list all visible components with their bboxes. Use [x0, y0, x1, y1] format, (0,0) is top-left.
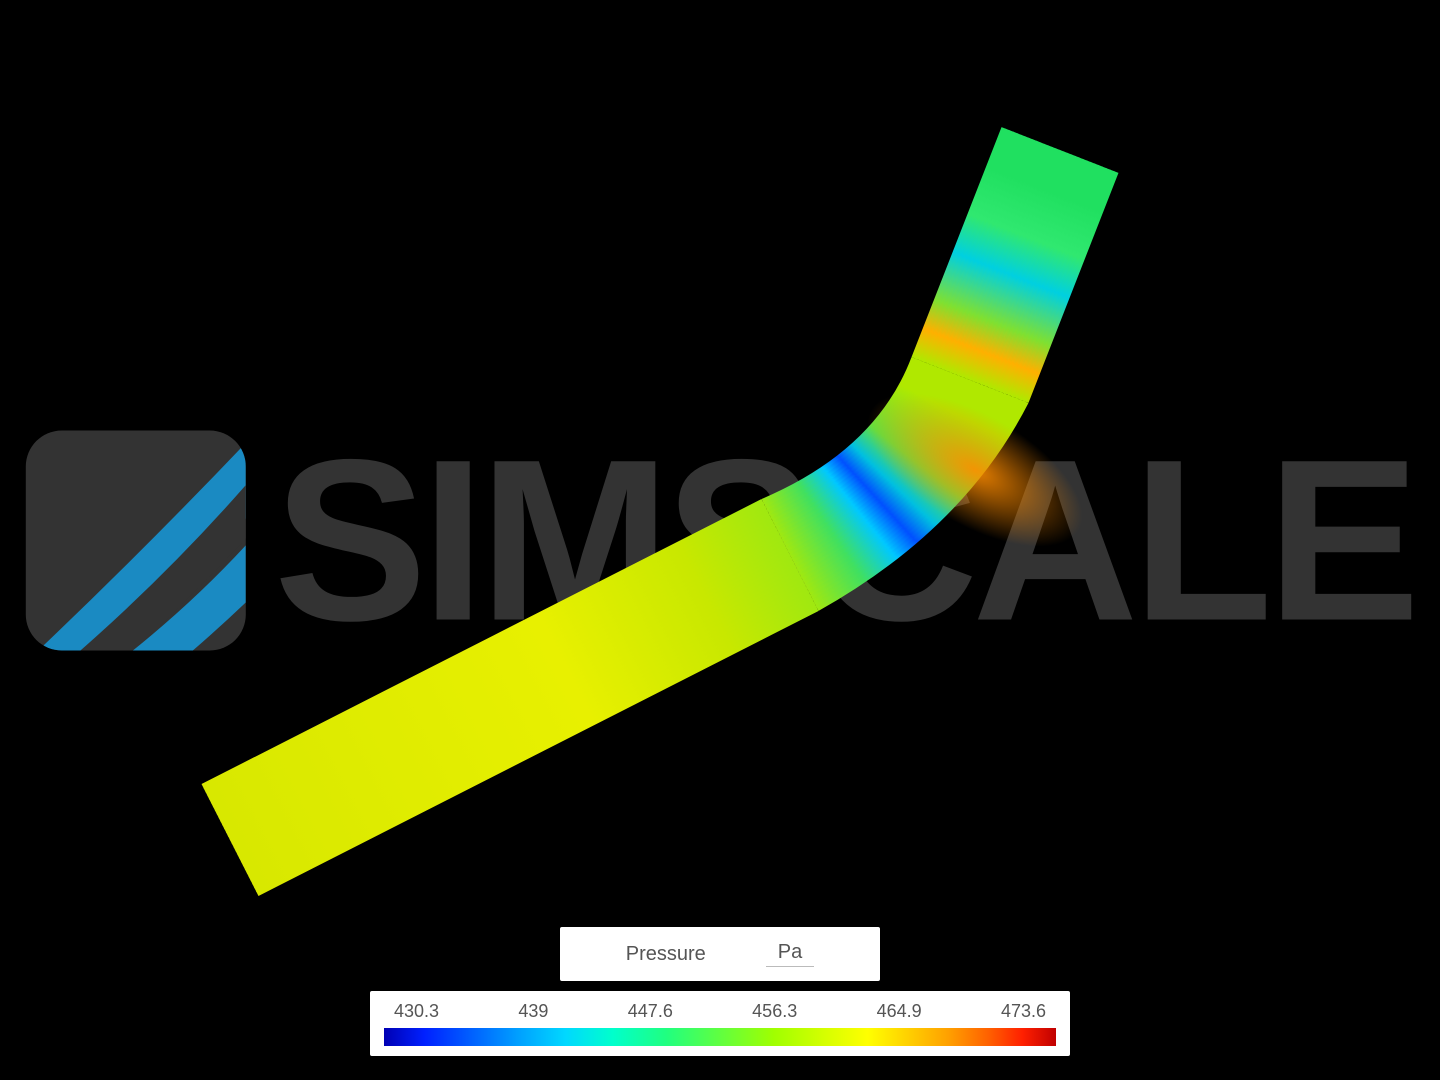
streamline: [223, 542, 783, 827]
streamline: [227, 549, 787, 834]
streamline: [238, 572, 798, 857]
legend-tick: 447.6: [628, 1001, 673, 1022]
streamline: [229, 553, 789, 838]
streamline: [231, 557, 791, 842]
legend-tick: 464.9: [877, 1001, 922, 1022]
color-legend: Pressure Pa 430.3 439 447.6 456.3 464.9 473.6: [370, 927, 1070, 1056]
streamline: [222, 538, 782, 823]
legend-scale: 430.3 439 447.6 456.3 464.9 473.6: [370, 991, 1070, 1056]
legend-tick: 430.3: [394, 1001, 439, 1022]
legend-title-box: Pressure Pa: [560, 927, 880, 981]
legend-colorbar: [384, 1028, 1056, 1046]
streamline: [240, 575, 800, 860]
legend-ticks: 430.3 439 447.6 456.3 464.9 473.6: [384, 1001, 1056, 1028]
legend-tick: 439: [518, 1001, 548, 1022]
streamline: [233, 561, 793, 846]
streamline: [225, 546, 785, 831]
viewport[interactable]: SIMSCALE: [0, 0, 1440, 1080]
streamline: [237, 568, 797, 853]
legend-tick: 473.6: [1001, 1001, 1046, 1022]
simulation-canvas[interactable]: [0, 0, 1440, 1080]
streamline: [235, 564, 795, 849]
legend-tick: 456.3: [752, 1001, 797, 1022]
legend-unit: Pa: [766, 941, 814, 967]
streamline: [220, 535, 780, 820]
legend-field: Pressure: [626, 943, 706, 966]
